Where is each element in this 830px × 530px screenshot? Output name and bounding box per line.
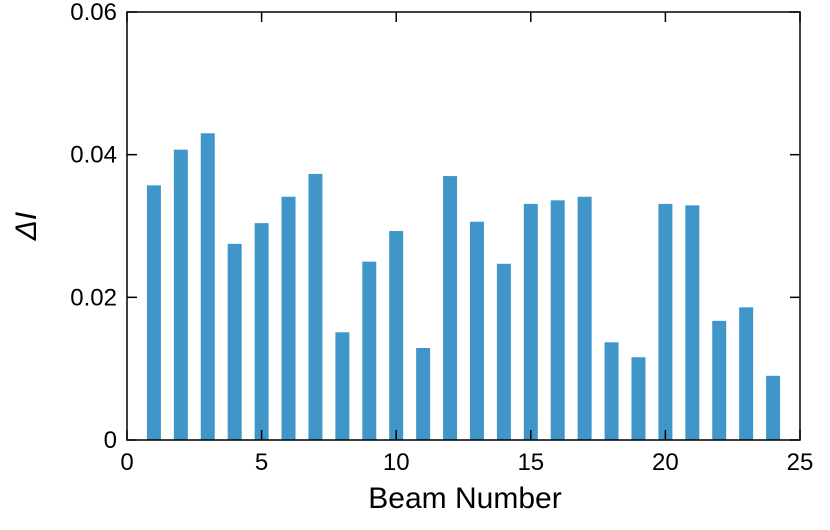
y-tick-label: 0.06 bbox=[70, 0, 117, 26]
x-tick-label: 15 bbox=[517, 449, 544, 476]
bar bbox=[254, 223, 269, 440]
bar bbox=[658, 203, 673, 440]
x-tick-label: 10 bbox=[383, 449, 410, 476]
bar bbox=[523, 203, 538, 440]
bar bbox=[281, 196, 296, 440]
bar bbox=[335, 332, 350, 440]
bar bbox=[631, 357, 646, 440]
y-axis-label: ΔI bbox=[10, 212, 43, 241]
bar bbox=[712, 320, 727, 440]
bar bbox=[685, 205, 700, 440]
bar bbox=[200, 133, 215, 440]
bar bbox=[496, 263, 511, 440]
y-tick-label: 0 bbox=[104, 427, 117, 454]
x-axis-label: Beam Number bbox=[368, 482, 561, 515]
bar bbox=[308, 173, 323, 440]
bar bbox=[146, 185, 161, 440]
x-tick-label: 25 bbox=[787, 449, 814, 476]
bar bbox=[739, 307, 754, 440]
plot-frame bbox=[126, 11, 801, 441]
bar bbox=[443, 176, 458, 441]
bar bbox=[766, 375, 781, 440]
bar bbox=[362, 261, 377, 440]
bar bbox=[389, 230, 404, 440]
x-tick-label: 20 bbox=[652, 449, 679, 476]
x-tick-label: 0 bbox=[120, 449, 133, 476]
bar bbox=[577, 196, 592, 440]
x-tick-label: 5 bbox=[255, 449, 268, 476]
bar bbox=[416, 347, 431, 440]
bar bbox=[604, 342, 619, 440]
bar bbox=[227, 243, 242, 440]
y-tick-label: 0.04 bbox=[70, 142, 117, 169]
bar bbox=[469, 221, 484, 440]
y-tick-label: 0.02 bbox=[70, 284, 117, 311]
bar bbox=[173, 149, 188, 440]
bar bbox=[550, 200, 565, 440]
